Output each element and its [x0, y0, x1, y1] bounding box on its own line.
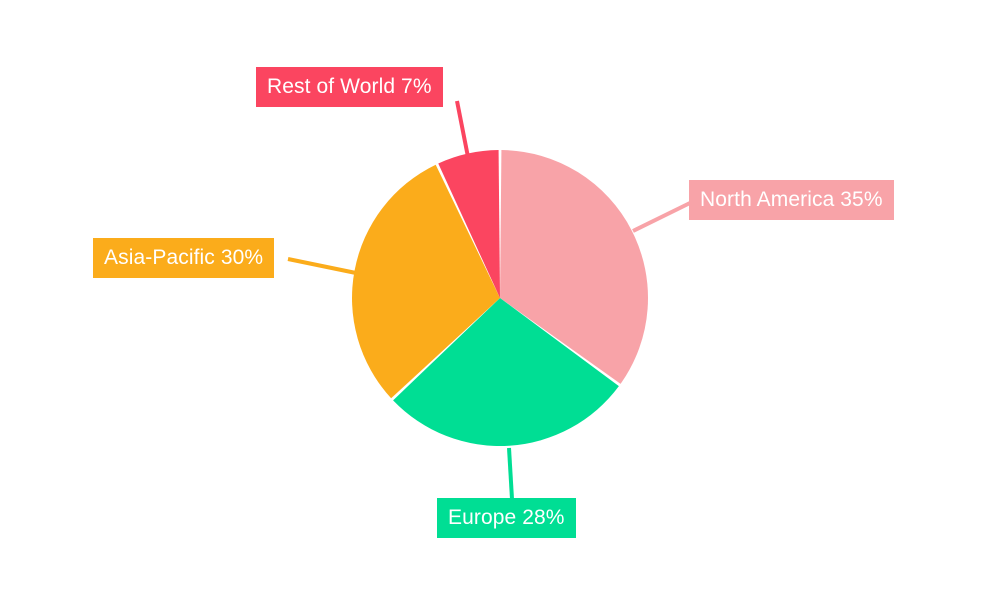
pie-label-north-america-text: North America 35%	[700, 188, 883, 211]
pie-label-rest-of-world-text: Rest of World 7%	[267, 75, 432, 98]
pie-label-europe[interactable]: Europe 28%	[437, 498, 576, 538]
pie-label-asia-pacific[interactable]: Asia-Pacific 30%	[93, 238, 275, 278]
leader-line-north-america	[632, 200, 693, 233]
pie-label-north-america[interactable]: North America 35%	[689, 180, 894, 220]
leader-line-rest-of-world	[455, 100, 470, 158]
pie-label-europe-text: Europe 28%	[448, 506, 565, 529]
leader-line-asia-pacific	[287, 257, 357, 275]
pie-slice-north-america[interactable]	[500, 150, 648, 384]
pie-slice-europe[interactable]	[393, 298, 619, 446]
leader-line-europe	[507, 447, 514, 500]
pie-label-asia-pacific-text: Asia-Pacific 30%	[104, 246, 264, 269]
pie-label-rest-of-world[interactable]: Rest of World 7%	[256, 67, 443, 107]
pie-slice-rest-of-world[interactable]	[438, 150, 500, 298]
pie-slice-asia-pacific[interactable]	[352, 164, 500, 399]
